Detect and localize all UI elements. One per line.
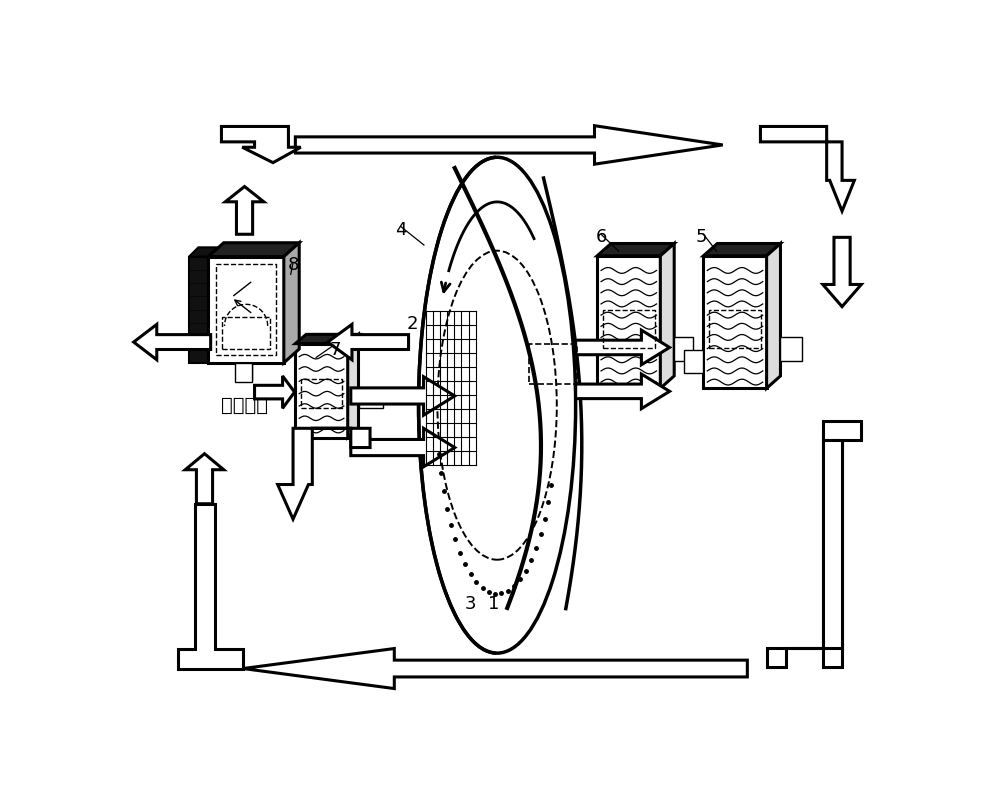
Polygon shape xyxy=(767,440,842,667)
Text: 1: 1 xyxy=(488,595,499,613)
Polygon shape xyxy=(225,186,264,234)
Bar xyxy=(823,420,861,440)
Polygon shape xyxy=(576,330,670,364)
Text: 6: 6 xyxy=(596,228,607,246)
Polygon shape xyxy=(660,244,674,388)
Text: 7: 7 xyxy=(329,341,341,359)
Bar xyxy=(703,256,767,388)
Polygon shape xyxy=(760,126,854,211)
Polygon shape xyxy=(221,126,301,163)
Bar xyxy=(189,270,208,284)
Bar xyxy=(208,257,284,363)
Polygon shape xyxy=(189,247,218,257)
Polygon shape xyxy=(255,376,295,408)
Text: 2: 2 xyxy=(406,315,418,334)
Bar xyxy=(235,363,252,382)
Bar xyxy=(189,309,208,323)
Polygon shape xyxy=(185,454,224,504)
Polygon shape xyxy=(351,428,455,467)
Polygon shape xyxy=(703,244,780,256)
Bar xyxy=(359,390,383,407)
Bar xyxy=(295,343,348,437)
Bar xyxy=(222,317,270,349)
Polygon shape xyxy=(351,377,455,416)
Bar xyxy=(529,343,577,384)
Polygon shape xyxy=(767,244,780,388)
Text: 4: 4 xyxy=(395,220,407,239)
Bar xyxy=(189,323,208,336)
Bar xyxy=(780,338,802,360)
Polygon shape xyxy=(208,243,299,257)
Text: 3: 3 xyxy=(465,595,476,613)
Bar xyxy=(189,296,208,309)
Bar xyxy=(674,338,693,360)
Bar xyxy=(301,379,342,408)
Polygon shape xyxy=(278,428,370,519)
Bar xyxy=(603,309,655,348)
Polygon shape xyxy=(348,335,359,437)
Bar xyxy=(189,350,208,363)
Bar xyxy=(684,350,703,373)
Polygon shape xyxy=(243,649,747,688)
Polygon shape xyxy=(823,237,861,307)
Polygon shape xyxy=(178,504,243,668)
Polygon shape xyxy=(295,335,359,343)
Polygon shape xyxy=(597,244,674,256)
Polygon shape xyxy=(284,243,299,363)
Text: 外部气体: 外部气体 xyxy=(221,396,268,415)
Polygon shape xyxy=(328,324,409,360)
Bar xyxy=(189,257,208,363)
Bar xyxy=(597,256,660,388)
Text: 8: 8 xyxy=(288,256,299,274)
Polygon shape xyxy=(576,374,670,409)
Polygon shape xyxy=(295,126,723,164)
Text: 5: 5 xyxy=(696,228,707,246)
Bar xyxy=(189,336,208,350)
Bar xyxy=(239,363,252,380)
Bar xyxy=(189,257,208,270)
Bar xyxy=(216,264,276,355)
Bar xyxy=(189,284,208,296)
Bar xyxy=(709,309,761,348)
Polygon shape xyxy=(134,324,211,360)
Bar xyxy=(823,440,842,667)
